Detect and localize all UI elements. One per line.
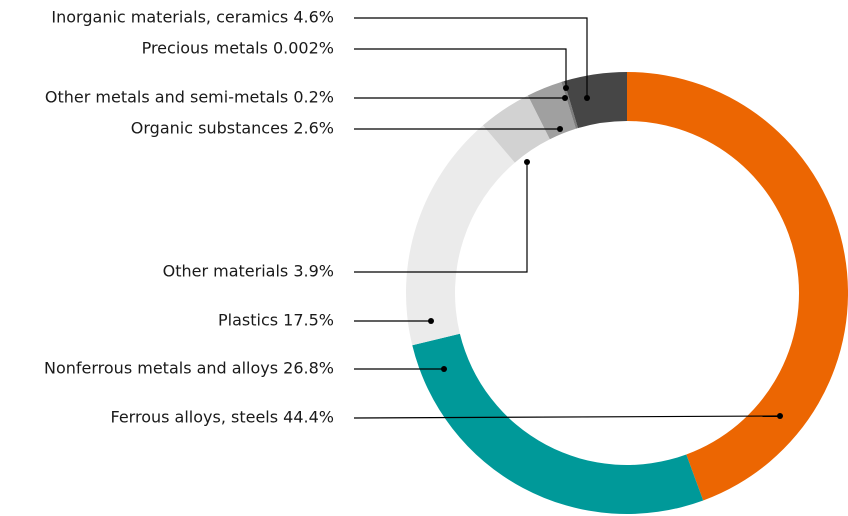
segment-labels: Ferrous alloys, steels 44.4% Nonferrous m… [44,8,334,427]
leader-dot-nonferrous-metals-and-alloys [441,366,447,372]
slice-other-metals-and-semi-metals [561,81,578,129]
leader-dot-precious-metals [563,85,569,91]
leader-dot-inorganic-materials-ceramics [584,95,590,101]
label-organic-substances: Organic substances 2.6% [131,119,334,138]
label-other-metals-and-semi-metals: Other metals and semi-metals 0.2% [45,88,334,107]
slice-nonferrous-metals-and-alloys [412,333,704,515]
leader-ferrous-alloys-steels [353,415,781,419]
leader-other-materials [354,162,528,273]
slice-plastics [405,125,515,346]
leader-lines [353,17,783,419]
slice-inorganic-materials-ceramics [564,72,627,129]
label-nonferrous-metals-and-alloys: Nonferrous metals and alloys 26.8% [44,359,334,378]
label-ferrous-alloys-steels: Ferrous alloys, steels 44.4% [111,408,335,427]
label-plastics: Plastics 17.5% [218,311,334,330]
leader-dot-organic-substances [557,126,563,132]
leader-inorganic-materials-ceramics [354,17,588,98]
label-other-materials: Other materials 3.9% [163,262,334,281]
leader-dot-other-metals-and-semi-metals [562,95,568,101]
leader-dot-plastics [428,318,434,324]
slice-precious-metals [563,81,578,129]
leader-precious-metals [354,48,567,88]
leader-dot-other-materials [524,159,530,165]
label-inorganic-materials-ceramics: Inorganic materials, ceramics 4.6% [51,8,334,27]
donut-slices [405,72,848,515]
slice-ferrous-alloys-steels [627,72,848,501]
leader-dot-ferrous-alloys-steels [777,413,783,419]
label-precious-metals: Precious metals 0.002% [142,39,334,58]
